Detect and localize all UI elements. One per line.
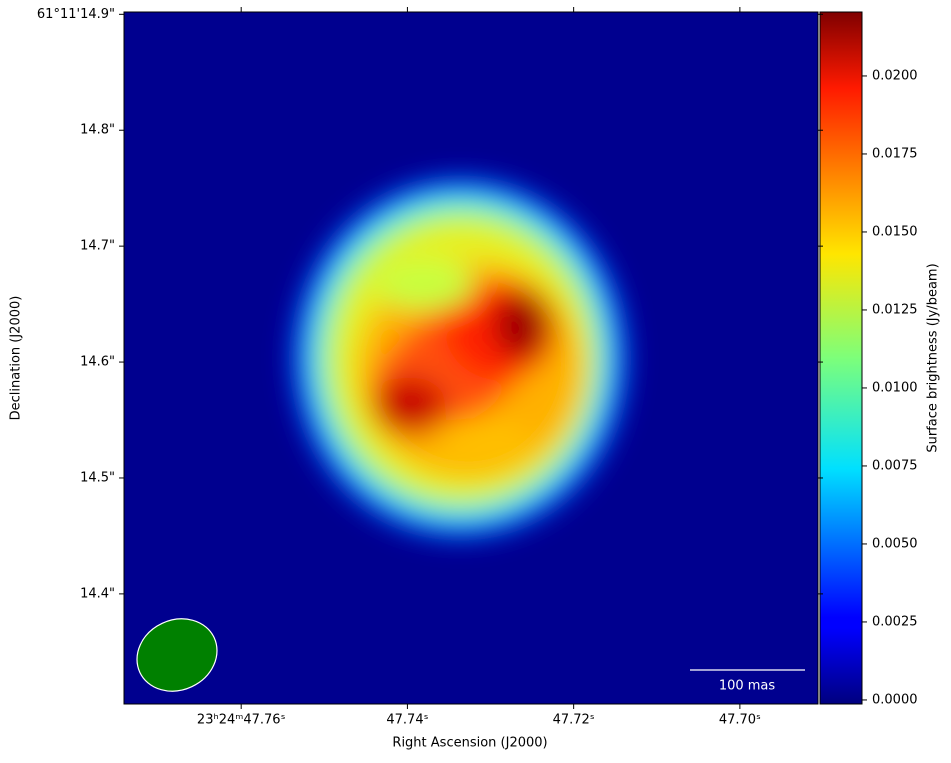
colorbar-tick-label: 0.0025 bbox=[872, 614, 918, 629]
y-tick-label: 14.6" bbox=[80, 355, 115, 370]
y-tick-label: 14.5" bbox=[80, 470, 115, 485]
colorbar-label: Surface brightness (Jy/beam) bbox=[926, 263, 941, 452]
beam bbox=[136, 618, 218, 692]
y-axis-label: Declination (J2000) bbox=[9, 296, 24, 421]
y-tick-label: 14.8" bbox=[80, 123, 115, 138]
x-tick-label: 47.70ˢ bbox=[719, 713, 761, 728]
colorbar-tick-label: 0.0050 bbox=[872, 536, 918, 551]
colorbar-tick-label: 0.0100 bbox=[872, 380, 918, 395]
y-tick-label: 61°11'14.9" bbox=[37, 7, 115, 22]
colorbar-tick-label: 0.0075 bbox=[872, 458, 918, 473]
plot-frame bbox=[123, 11, 819, 705]
colorbar-tick-label: 0.0150 bbox=[872, 224, 918, 239]
image bbox=[124, 12, 818, 704]
colorbar-tick-label: 0.0200 bbox=[872, 68, 918, 83]
colorbar-tick-label: 0.0175 bbox=[872, 146, 918, 161]
x-tick-label: 47.74ˢ bbox=[386, 713, 428, 728]
y-tick-label: 14.7" bbox=[80, 239, 115, 254]
x-tick-label: 23ʰ24ᵐ47.76ˢ bbox=[197, 713, 286, 728]
scale-bar-label: 100 mas bbox=[719, 679, 776, 694]
colorbar-tick-label: 0.0125 bbox=[872, 302, 918, 317]
x-tick-label: 47.72ˢ bbox=[553, 713, 595, 728]
y-tick-label: 14.4" bbox=[80, 586, 115, 601]
x-axis-label: Right Ascension (J2000) bbox=[392, 736, 547, 751]
colorbar bbox=[819, 11, 863, 705]
colorbar-tick-label: 0.0000 bbox=[872, 692, 918, 707]
